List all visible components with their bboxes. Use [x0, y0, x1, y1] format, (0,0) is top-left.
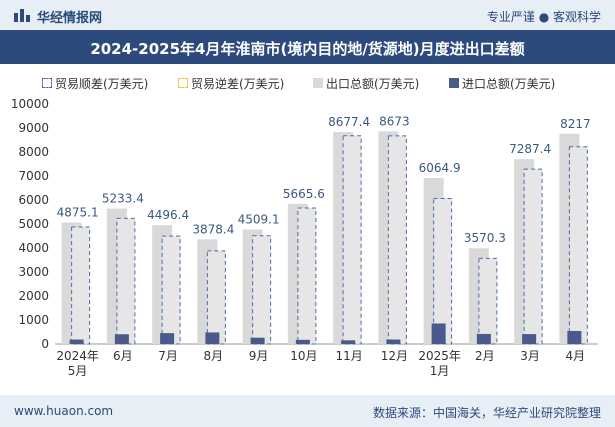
import-bar	[567, 330, 582, 344]
surplus-bar	[342, 135, 362, 345]
import-bar	[295, 339, 310, 344]
import-bar	[205, 332, 220, 344]
data-label: 3570.3	[464, 231, 506, 245]
data-label: 4496.4	[147, 208, 189, 222]
y-tick-label: 8000	[18, 145, 49, 159]
surplus-bar	[116, 217, 136, 345]
surplus-bar	[568, 146, 588, 345]
x-tick-label: 11月	[335, 349, 362, 363]
surplus-bar	[478, 257, 498, 345]
data-label: 4875.1	[57, 206, 99, 220]
data-label: 5665.6	[283, 187, 325, 201]
legend-swatch-deficit	[178, 78, 188, 88]
legend-swatch-import	[449, 78, 459, 88]
legend: 贸易顺差(万美元) 贸易逆差(万美元) 出口总额(万美元) 进口总额(万美元)	[0, 75, 615, 93]
data-label: 8677.4	[328, 115, 370, 129]
legend-swatch-surplus	[42, 78, 52, 88]
footer-bar	[0, 395, 615, 427]
tagline: 专业严谨 ● 客观科学	[486, 10, 601, 24]
brand-name: 华经情报网	[37, 11, 103, 26]
data-label: 5233.4	[102, 192, 144, 206]
y-tick-label: 5000	[18, 217, 49, 231]
legend-deficit: 贸易逆差(万美元)	[191, 77, 285, 91]
y-tick-label: 9000	[18, 121, 49, 135]
y-tick-label: 7000	[18, 169, 49, 183]
y-tick-label: 0	[41, 337, 49, 351]
footer-source: 数据来源：中国海关，华经产业研究院整理	[372, 406, 601, 420]
top-bar	[0, 0, 615, 30]
data-label: 8217	[560, 117, 591, 131]
x-tick-label: 1月	[430, 364, 450, 378]
data-label: 4509.1	[238, 213, 280, 227]
x-tick-label: 2月	[475, 349, 495, 363]
x-tick-label: 5月	[68, 364, 88, 378]
surplus-bar	[387, 135, 407, 345]
y-tick-label: 10000	[11, 97, 49, 111]
footer-url: www.huaon.com	[14, 404, 114, 418]
data-label: 8673	[379, 114, 410, 128]
x-tick-label: 7月	[158, 349, 178, 363]
chart-area: 0 1000 2000 3000 4000 5000 6000 7000 8000 9000 100…	[11, 97, 598, 378]
x-tick-label: 4月	[566, 349, 586, 363]
import-bar	[341, 340, 356, 344]
import-bar	[476, 333, 491, 344]
y-tick-label: 3000	[18, 265, 49, 279]
y-tick-label: 6000	[18, 193, 49, 207]
surplus-bar	[523, 168, 543, 345]
y-tick-label: 1000	[18, 313, 49, 327]
x-tick-label: 2025年	[418, 349, 461, 363]
x-tick-label: 8月	[204, 349, 224, 363]
x-tick-label: 6月	[113, 349, 133, 363]
surplus-bar	[71, 226, 91, 345]
surplus-bar	[252, 235, 272, 345]
legend-export: 出口总额(万美元)	[326, 77, 420, 91]
import-bar	[431, 323, 446, 344]
y-tick-label: 2000	[18, 289, 49, 303]
legend-import: 进口总额(万美元)	[462, 77, 556, 91]
surplus-bar	[297, 207, 317, 345]
y-tick-label: 4000	[18, 241, 49, 255]
data-label: 7287.4	[509, 142, 551, 156]
x-tick-label: 3月	[520, 349, 540, 363]
surplus-bar	[161, 235, 181, 345]
brand-logo-icon	[14, 9, 30, 22]
import-bar	[386, 339, 401, 344]
legend-swatch-export	[313, 78, 323, 88]
x-tick-label: 10月	[290, 349, 317, 363]
data-label: 6064.9	[419, 161, 461, 175]
data-label: 3878.4	[192, 222, 234, 236]
chart-title: 2024-2025年4月年淮南市(境内目的地/货源地)月度进出口差额	[90, 40, 525, 58]
import-bar	[160, 333, 175, 344]
surplus-bar	[433, 197, 453, 345]
import-bar	[69, 339, 84, 344]
surplus-bar	[206, 250, 226, 345]
import-bar	[114, 334, 129, 344]
legend-surplus: 贸易顺差(万美元)	[55, 77, 149, 91]
import-bar	[522, 334, 537, 344]
import-bar	[250, 337, 265, 344]
x-tick-label: 2024年	[56, 349, 99, 363]
title-bar	[0, 30, 615, 64]
x-tick-label: 12月	[381, 349, 408, 363]
x-tick-label: 9月	[249, 349, 269, 363]
